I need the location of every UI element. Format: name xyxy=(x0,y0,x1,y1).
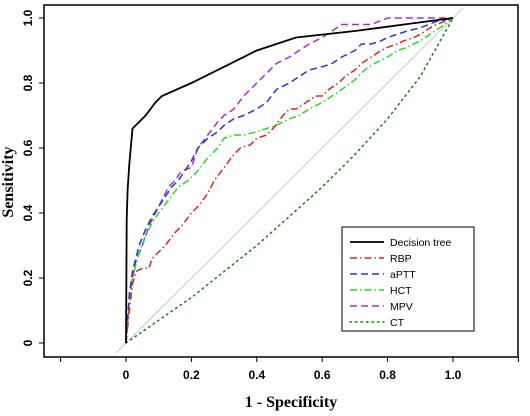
legend-label: RBP xyxy=(390,253,412,265)
y-tick-label: 0.4 xyxy=(21,204,35,221)
legend-label: MPV xyxy=(390,301,413,313)
legend-label: CT xyxy=(390,317,405,329)
plot-frame xyxy=(43,4,519,358)
y-tick-label: 0 xyxy=(21,339,35,346)
series-line-rbp xyxy=(125,17,454,344)
series-line-ct xyxy=(125,17,454,344)
x-tick-label: 0.6 xyxy=(314,368,331,382)
series-line-aptt xyxy=(125,17,454,344)
series-line-decision-tree xyxy=(125,17,454,344)
x-tick-label: 1.0 xyxy=(445,368,462,382)
y-tick-label: 1.0 xyxy=(21,9,35,26)
x-tick-label: 0.8 xyxy=(379,368,396,382)
legend-items: Decision tree RBP aPTT HCT MPV CT xyxy=(349,237,451,329)
series-line-hct xyxy=(125,17,454,344)
legend: Decision tree RBP aPTT HCT MPV CT xyxy=(341,226,475,332)
y-axis-title: Sensitivity xyxy=(0,146,17,217)
x-axis-title: 1 - Specificity xyxy=(245,394,337,411)
y-axis: 0 0.2 0.4 0.6 0.8 1.0 xyxy=(21,9,44,346)
y-tick-label: 0.8 xyxy=(21,74,35,91)
y-tick-label: 0.2 xyxy=(21,269,35,286)
legend-box xyxy=(341,226,475,332)
series-layer xyxy=(125,17,454,344)
y-tick-label: 0.6 xyxy=(21,139,35,156)
legend-label: Decision tree xyxy=(390,237,451,249)
x-tick-label: 0 xyxy=(123,368,130,382)
reference-diagonal xyxy=(115,7,464,354)
x-tick-label: 0.4 xyxy=(248,368,265,382)
x-axis: 0 0.2 0.4 0.6 0.8 1.0 xyxy=(60,357,519,382)
x-tick-label: 0.2 xyxy=(183,368,200,382)
series-line-mpv xyxy=(125,17,453,344)
legend-label: aPTT xyxy=(390,269,416,281)
legend-label: HCT xyxy=(390,285,412,297)
